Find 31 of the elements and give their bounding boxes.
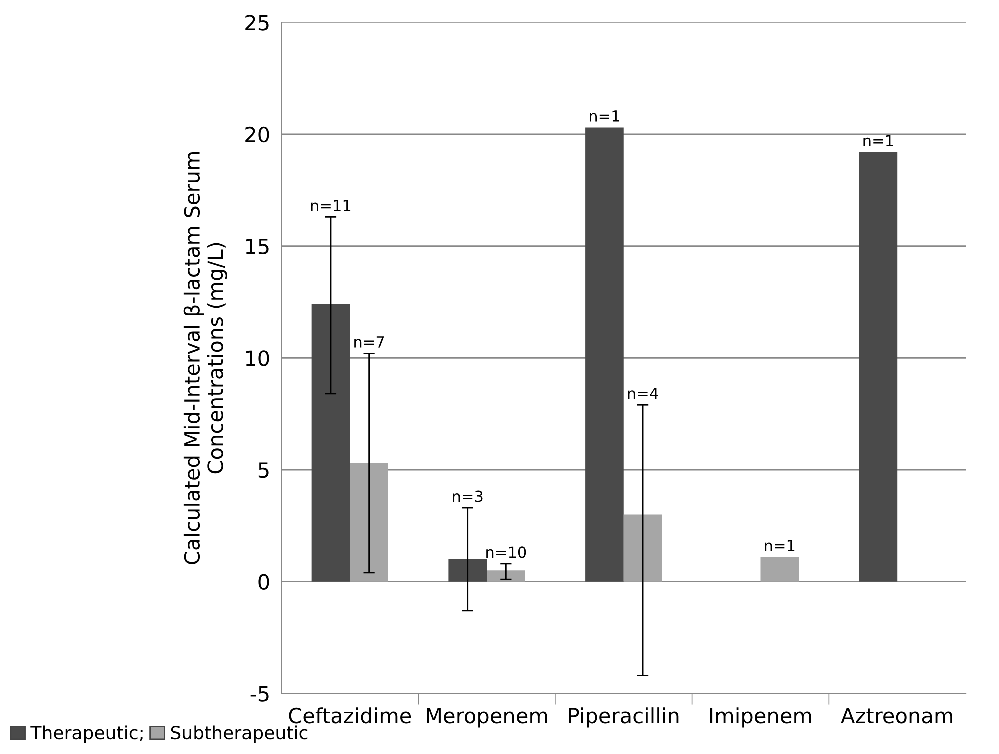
- bar: [487, 570, 526, 582]
- bar: [350, 463, 388, 582]
- y-tick-label: 0: [258, 574, 270, 590]
- y-axis-title: Calculated Mid-Interval β-lactam Serum Concentrations (mg/L): [184, 152, 228, 564]
- annotation: n=1: [765, 540, 795, 552]
- bar: [760, 557, 800, 582]
- annotation: n=11: [311, 200, 351, 212]
- bar: [624, 514, 662, 582]
- y-tick-label: 20: [246, 126, 270, 143]
- x-tick-label: Meropenem: [427, 708, 548, 728]
- annotation: n=10: [486, 546, 526, 558]
- x-tick-label: Ceftazidime: [289, 708, 412, 724]
- bar: [859, 152, 898, 582]
- bar: [312, 304, 350, 582]
- x-tick-label: Imipenem: [710, 708, 812, 728]
- bar: [448, 559, 488, 582]
- legend-label: Subtherapeutic: [171, 726, 308, 744]
- y-tick-label: 10: [246, 350, 270, 366]
- annotation: n=1: [590, 110, 620, 122]
- annotation: n=1: [864, 135, 894, 146]
- y-tick-label: 15: [246, 239, 269, 255]
- y-tick-label: 5: [258, 462, 269, 478]
- legend-label: Therapeutic;: [30, 726, 143, 744]
- annotation: n=7: [354, 336, 384, 348]
- y-tick-label: 25: [246, 15, 269, 31]
- annotation: n=3: [453, 490, 483, 502]
- annotation: n=4: [628, 388, 658, 400]
- bar: [586, 128, 624, 582]
- x-tick-label: Piperacillin: [569, 708, 679, 728]
- y-tick-label: -5: [250, 686, 269, 702]
- x-tick-label: Aztreonam: [841, 708, 952, 724]
